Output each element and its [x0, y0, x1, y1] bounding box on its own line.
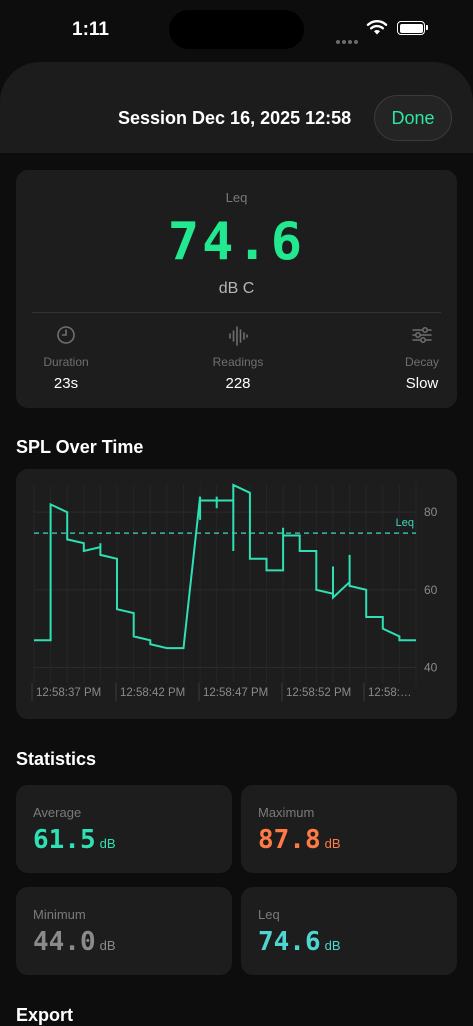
decay-value: Slow	[405, 375, 439, 392]
stat-maximum-card: Maximum 87.8 dB	[241, 785, 457, 873]
stat-average-card: Average 61.5 dB	[16, 785, 232, 873]
leq-summary-card: Leq 74.6 dB C Duration 23s Readings 228 …	[16, 170, 457, 408]
stat-maximum-value: 87.8 dB	[258, 825, 341, 855]
stat-minimum-value: 44.0 dB	[33, 927, 116, 957]
stat-leq-label: Leq	[258, 907, 280, 922]
stat-minimum-label: Minimum	[33, 907, 86, 922]
x-tick-label: 12:58:52 PM	[286, 687, 351, 699]
stat-minimum-unit: dB	[99, 938, 116, 953]
readings-value: 228	[225, 375, 251, 392]
export-title: Export	[16, 1005, 74, 1025]
stat-average-label: Average	[33, 805, 82, 820]
stat-maximum-label: Maximum	[258, 805, 315, 820]
stat-minimum-card: Minimum 44.0 dB	[16, 887, 232, 975]
y-tick-label: 80	[424, 505, 438, 519]
stat-minimum-number: 44.0	[33, 927, 96, 957]
dynamic-island	[169, 10, 304, 49]
readings-stat: Readings 228	[196, 325, 280, 392]
leq-unit: dB C	[218, 280, 255, 297]
x-tick-label: 12:58:42 PM	[120, 687, 185, 699]
duration-label: Duration	[43, 355, 89, 369]
leq-label: Leq	[225, 190, 248, 205]
stat-average-unit: dB	[99, 836, 116, 851]
status-bar: 1:11	[0, 0, 473, 60]
y-tick-label: 60	[424, 583, 438, 597]
readings-label: Readings	[212, 355, 264, 369]
spl-chart: 80 60 40 Leq 12:58:37 PM 12:58:42 PM 12:58:47 …	[31, 483, 438, 701]
wifi-icon	[366, 20, 388, 35]
stat-maximum-unit: dB	[324, 836, 341, 851]
leq-value: 74.6	[167, 212, 306, 272]
stat-leq-card: Leq 74.6 dB	[241, 887, 457, 975]
spl-series-line	[34, 483, 416, 650]
cellular-signal-icon	[336, 31, 360, 49]
duration-stat: Duration 23s	[24, 325, 108, 392]
duration-value: 23s	[53, 375, 79, 392]
spl-chart-card: 80 60 40 Leq 12:58:37 PM 12:58:42 PM 12:58:47 …	[16, 469, 457, 719]
clock-icon	[57, 326, 75, 344]
chart-section-title: SPL Over Time	[16, 437, 144, 457]
stat-average-number: 61.5	[33, 825, 96, 855]
decay-stat: Decay Slow	[387, 325, 457, 392]
sliders-icon	[412, 327, 432, 343]
waveform-icon	[229, 326, 248, 346]
stat-leq-value: 74.6 dB	[258, 927, 341, 957]
stat-maximum-number: 87.8	[258, 825, 321, 855]
statistics-title: Statistics	[16, 749, 97, 769]
y-tick-label: 40	[424, 660, 438, 674]
x-tick-label: 12:58:47 PM	[203, 687, 268, 699]
stat-leq-unit: dB	[324, 938, 341, 953]
decay-label: Decay	[404, 355, 439, 369]
stat-leq-number: 74.6	[258, 927, 321, 957]
session-title: Session Dec 16, 2025 12:58	[118, 108, 352, 128]
battery-icon	[397, 21, 428, 35]
x-tick-label: 12:58:37 PM	[36, 687, 101, 699]
stat-average-value: 61.5 dB	[33, 825, 116, 855]
x-tick-label: 12:58:…	[368, 687, 411, 699]
leq-line-label: Leq	[396, 517, 414, 529]
summary-divider	[32, 312, 441, 313]
done-button[interactable]: Done	[374, 95, 452, 141]
status-time: 1:11	[72, 19, 109, 40]
